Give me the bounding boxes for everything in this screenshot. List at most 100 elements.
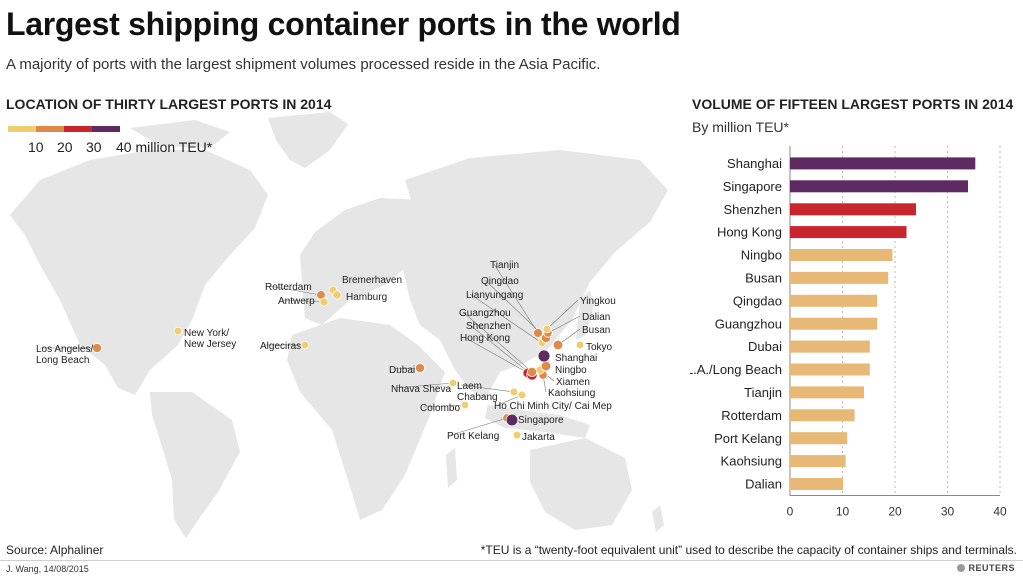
category-label: Shanghai [727,156,782,171]
bar[interactable] [790,455,846,468]
bar[interactable] [790,340,870,353]
port-marker[interactable] [415,363,425,373]
port-label: Antwerp [278,296,315,307]
bar[interactable] [790,432,848,445]
port-leader-line [546,299,579,330]
bar[interactable] [790,226,907,239]
port-marker[interactable] [92,343,102,353]
land-greenland [268,112,348,168]
bar-chart: 0 10 20 30 40 Shanghai Singapore Shenzhen Hong K… [690,146,1007,519]
byline: J. Wang, 14/08/2015 [6,564,89,574]
port-marker[interactable] [512,430,522,440]
land-new-zealand [652,505,664,532]
legend-swatch [64,126,92,132]
legend-tick: 10 [28,139,44,155]
bar[interactable] [790,271,889,284]
bar[interactable] [790,478,843,490]
port-leader-line [463,336,529,374]
land-arctic-islands [130,120,230,148]
bar-chart-title: VOLUME OF FIFTEEN LARGEST PORTS IN 2014 [692,96,1014,112]
x-tick-label: 10 [836,505,850,519]
port-marker[interactable] [575,340,585,350]
source-note: Source: Alphaliner [6,543,104,557]
port-leader-line [281,299,325,303]
legend-swatch [36,126,64,132]
brand-name: REUTERS [968,563,1015,573]
land-madagascar [446,448,457,488]
category-label: Dubai [748,339,782,354]
land-asia [402,150,668,400]
port-leader-line [469,293,543,344]
land-japan [576,290,594,340]
port-marker[interactable] [533,328,543,338]
port-label: Dalian [582,312,610,323]
bar[interactable] [790,180,968,193]
port-marker[interactable] [540,360,552,372]
port-leader-line [469,324,533,376]
port-label: Tianjin [490,260,519,271]
bar[interactable] [790,249,893,261]
port-marker[interactable] [448,378,458,388]
port-marker[interactable] [526,366,538,378]
port-marker[interactable] [319,297,329,307]
port-label: Jakarta [522,432,555,443]
legend-tick: 40 million TEU* [116,139,213,155]
category-label: Qingdao [733,293,782,308]
color-legend: 10 20 30 40 million TEU* [8,126,248,162]
category-label: Busan [745,270,782,285]
bar[interactable] [790,157,976,170]
port-label: Kaohsiung [548,388,595,399]
category-label: Singapore [723,179,782,194]
port-marker[interactable] [509,387,519,397]
port-labels: Los Angeles/Long Beach New York/New Jerse… [36,260,616,443]
category-label: Guangzhou [715,316,782,331]
port-leader-line [423,404,466,408]
world-map: Los Angeles/Long Beach New York/New Jerse… [10,112,668,538]
port-marker[interactable] [300,340,310,350]
port-label: Bremerhaven [342,275,402,286]
port-label: Lianyungang [466,290,523,301]
chart-title: Largest shipping container ports in the … [6,6,681,42]
port-label: Singapore [518,415,564,426]
port-label: Hamburg [346,292,387,303]
port-marker[interactable] [460,400,470,410]
port-leader-line [460,384,515,393]
bar[interactable] [790,363,870,376]
port-leader-lines [40,263,581,436]
x-tick-label: 30 [941,505,955,519]
port-label: Hong Kong [460,333,510,344]
bar[interactable] [790,317,878,330]
port-label: New York/New Jersey [184,328,236,350]
map-section-title: LOCATION OF THIRTY LARGEST PORTS IN 2014 [6,96,332,112]
land-north-america [10,150,268,395]
bar-chart-subtitle: By million TEU* [692,119,789,135]
bar[interactable] [790,203,916,216]
legend-swatch [92,126,120,132]
port-label: Port Kelang [447,431,499,442]
bar[interactable] [790,386,864,399]
land-masses [10,112,668,538]
port-leader-line [450,417,508,436]
bar[interactable] [790,409,855,422]
port-marker[interactable] [332,290,342,300]
category-label: Shenzhen [723,202,782,217]
port-marker[interactable] [552,339,564,351]
category-label: L.A./Long Beach [690,362,782,377]
port-label: Algeciras [260,341,301,352]
port-label: Guangzhou [459,308,511,319]
category-label: Dalian [745,477,782,492]
port-leader-line [547,315,581,334]
footer-divider [0,560,1023,561]
port-leader-line [462,311,533,373]
legend-tick: 30 [86,139,102,155]
bar[interactable] [790,294,878,307]
port-marker[interactable] [542,324,552,334]
port-marker[interactable] [537,349,551,363]
port-label: Ho Chi Minh City/ Cai Mep [494,401,612,412]
port-marker[interactable] [505,413,519,427]
port-marker[interactable] [173,326,183,336]
port-marker[interactable] [517,390,527,400]
port-label: Xiamen [556,377,590,388]
land-australia [530,438,632,530]
legend-tick: 20 [57,139,73,155]
